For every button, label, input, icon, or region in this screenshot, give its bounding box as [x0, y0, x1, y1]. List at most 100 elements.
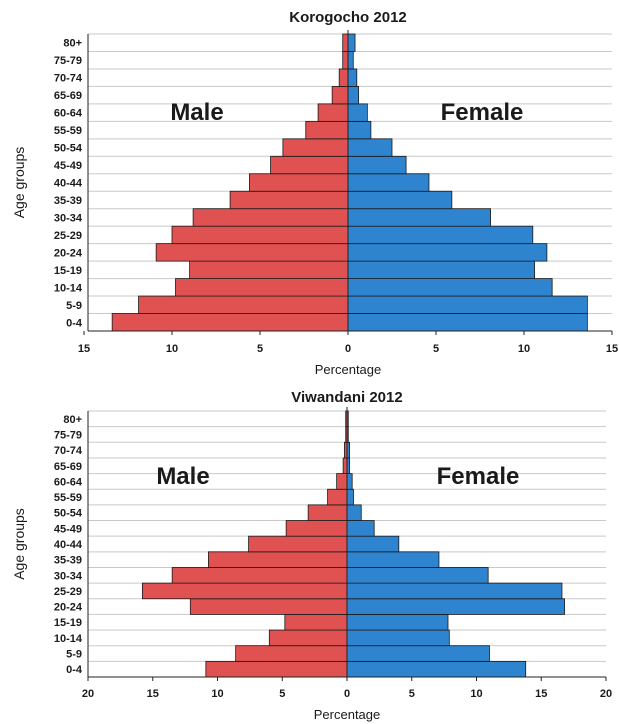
bar-male-0-4: [111, 313, 349, 332]
bar-male-5-9: [235, 645, 348, 662]
bar-female-40-44: [347, 173, 430, 192]
x-tick-label: 0: [345, 343, 351, 355]
bar-female-75-79: [347, 51, 354, 70]
bar-male-40-44: [249, 173, 349, 192]
bar-female-35-39: [346, 551, 440, 568]
bar-male-30-34: [192, 208, 349, 227]
x-tick-label: 10: [211, 688, 223, 700]
bar-female-45-49: [347, 155, 407, 175]
bar-female-5-9: [347, 295, 588, 314]
bar-female-30-34: [347, 208, 491, 227]
series-label-male: Male: [170, 99, 223, 126]
bar-female-60-64: [346, 473, 353, 490]
x-tick-label: 15: [147, 688, 159, 700]
bar-male-15-19: [284, 614, 348, 631]
bar-female-20-24: [346, 598, 565, 615]
bar-female-0-4: [347, 313, 588, 332]
bar-male-5-9: [138, 295, 349, 314]
bar-male-15-19: [189, 260, 349, 279]
y-tick-label: 25-29: [54, 586, 82, 598]
bar-female-25-29: [346, 582, 563, 600]
y-tick-label: 55-59: [54, 125, 82, 137]
bar-male-0-4: [205, 660, 348, 678]
y-tick-label: 5-9: [66, 300, 82, 312]
y-tick-label: 15-19: [54, 265, 82, 277]
bar-female-55-59: [347, 120, 372, 140]
y-tick-label: 25-29: [54, 230, 82, 242]
x-axis-label: Percentage: [314, 707, 381, 722]
y-tick-label: 45-49: [54, 160, 82, 172]
x-tick-label: 15: [606, 343, 618, 355]
y-tick-label: 50-54: [54, 143, 83, 155]
x-tick-label: 10: [470, 688, 482, 700]
bar-female-50-54: [347, 138, 393, 157]
y-tick-label: 35-39: [54, 555, 82, 567]
bar-female-25-29: [347, 225, 534, 245]
y-tick-label: 70-74: [54, 445, 83, 457]
bar-female-70-74: [347, 68, 358, 87]
x-tick-label: 5: [257, 343, 263, 355]
bar-male-60-64: [336, 473, 348, 490]
y-tick-label: 0-4: [66, 317, 83, 329]
bar-male-45-49: [285, 520, 348, 537]
bar-male-35-39: [208, 551, 348, 568]
y-tick-label: 45-49: [54, 523, 82, 535]
series-label-male: Male: [156, 463, 209, 490]
bar-female-40-44: [346, 535, 400, 553]
bar-male-55-59: [327, 488, 348, 506]
bar-female-35-39: [347, 190, 453, 210]
y-tick-label: 30-34: [54, 570, 83, 582]
bar-male-55-59: [305, 120, 349, 140]
y-tick-label: 10-14: [54, 633, 83, 645]
series-label-female: Female: [441, 99, 524, 126]
bar-female-10-14: [347, 278, 553, 297]
y-tick-label: 60-64: [54, 476, 83, 488]
bar-female-45-49: [346, 520, 375, 537]
x-tick-label: 15: [535, 688, 547, 700]
y-tick-label: 20-24: [54, 247, 83, 259]
bar-male-75-79: [342, 51, 349, 70]
y-tick-label: 55-59: [54, 492, 82, 504]
bar-male-20-24: [189, 598, 348, 615]
x-axis-label: Percentage: [315, 362, 382, 377]
bar-male-80+: [342, 33, 349, 52]
y-axis-label: Age groups: [11, 147, 27, 219]
y-tick-label: 80+: [63, 414, 82, 426]
bar-male-25-29: [171, 225, 349, 245]
chart-title: Korogocho 2012: [289, 9, 407, 26]
x-tick-label: 20: [82, 688, 94, 700]
x-tick-label: 20: [600, 688, 612, 700]
y-tick-label: 15-19: [54, 617, 82, 629]
series-label-female: Female: [437, 463, 520, 490]
y-tick-label: 20-24: [54, 602, 83, 614]
y-tick-label: 30-34: [54, 212, 83, 224]
bar-male-70-74: [338, 68, 349, 87]
y-tick-label: 70-74: [54, 73, 83, 85]
bar-male-35-39: [229, 190, 349, 210]
bar-female-65-69: [347, 86, 359, 105]
bar-male-30-34: [171, 567, 348, 584]
y-tick-label: 65-69: [54, 90, 82, 102]
bar-female-80+: [347, 33, 356, 52]
x-tick-label: 0: [344, 688, 350, 700]
bar-female-50-54: [346, 504, 362, 521]
bar-female-0-4: [346, 660, 527, 678]
bar-female-60-64: [347, 103, 368, 122]
bar-male-65-69: [342, 457, 348, 474]
y-tick-label: 10-14: [54, 282, 83, 294]
bar-male-45-49: [270, 155, 349, 175]
x-tick-label: 15: [78, 343, 90, 355]
bar-male-25-29: [141, 582, 348, 600]
y-tick-label: 5-9: [66, 649, 82, 661]
bar-male-10-14: [175, 278, 349, 297]
bar-male-40-44: [248, 535, 348, 553]
bar-male-20-24: [155, 243, 349, 262]
bar-female-55-59: [346, 488, 354, 506]
bar-female-30-34: [346, 567, 489, 584]
y-tick-label: 65-69: [54, 461, 82, 473]
bar-male-50-54: [282, 138, 349, 157]
y-tick-label: 40-44: [54, 178, 83, 190]
bar-female-15-19: [347, 260, 535, 279]
x-tick-label: 10: [518, 343, 530, 355]
x-tick-label: 5: [409, 688, 415, 700]
